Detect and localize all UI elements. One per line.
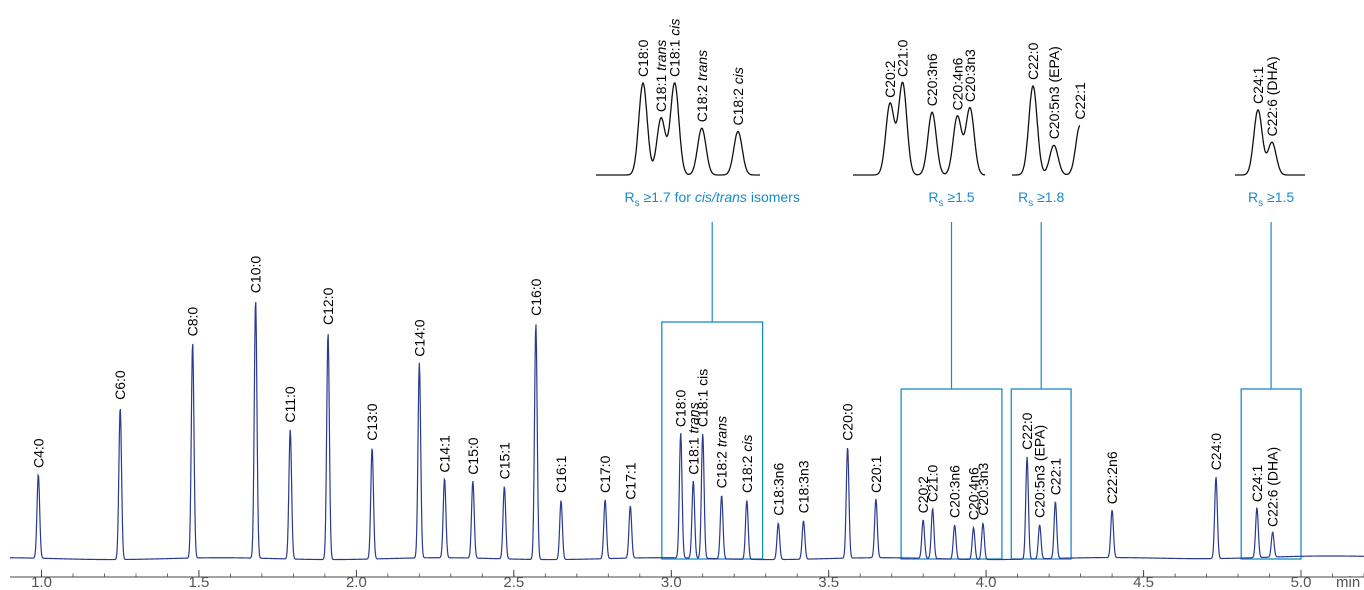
peak-label-c18-2-cis: C18:2 cis — [739, 435, 755, 493]
inset-label-c18-0: C18:0 — [635, 39, 651, 77]
peak-label-c18-3n6: C18:3n6 — [770, 463, 786, 516]
inset-label-c24-1: C24:1 — [1250, 66, 1266, 104]
peak-label-c20-1: C20:1 — [868, 455, 884, 493]
x-tick-label: 4.0 — [976, 574, 997, 590]
resolution-label-c24: Rs ≥1.5 — [1248, 189, 1294, 209]
peak-label-c17-1: C17:1 — [622, 462, 638, 500]
peak-label-c22-0: C22:0 — [1019, 412, 1035, 450]
inset-trace-c20 — [853, 81, 986, 176]
peak-label-c20-4n6: C20:4n6 — [966, 467, 982, 520]
peak-label-c20-2: C20:2 — [915, 476, 931, 514]
peak-label-c18-1-cis: C18:1 cis — [695, 369, 711, 427]
inset-label-c18-2-cis: C18:2 cis — [730, 67, 746, 125]
peak-label-c22-2n6: C22:2n6 — [1104, 451, 1120, 504]
peak-label-c15-1: C15:1 — [496, 442, 512, 480]
callout-c22: C22:0 C20:5n3 (EPA) C22:1Rs ≥1.8 — [1010, 42, 1088, 560]
x-tick-label: 3.5 — [818, 574, 839, 590]
x-tick-label: 1.5 — [188, 574, 209, 590]
peak-label-c24-1: C24:1 — [1249, 465, 1265, 503]
peak-label-c4-0: C4:0 — [30, 438, 46, 468]
peak-label-c20-5n3-epa: C20:5n3 (EPA) — [1032, 425, 1048, 518]
inset-trace-c18 — [596, 81, 760, 176]
inset-trace-c22 — [1012, 85, 1081, 176]
peak-label-layer: C4:0 C6:0 C8:0 C10:0 C11:0 C12:0 C13:0 C14:0 C14… — [30, 256, 1280, 527]
inset-label-c20-3n6: C20:3n6 — [924, 53, 940, 106]
inset-label-c20-2: C20:2 — [882, 60, 898, 98]
peak-label-c22-1: C22:1 — [1047, 458, 1063, 496]
inset-trace-c24 — [1235, 109, 1305, 176]
x-axis: 1.0 1.5 2.0 2.5 3.0 3.5 4.0 4.5 5.0 min — [10, 570, 1364, 590]
peak-label-c11-0: C11:0 — [282, 386, 298, 423]
peak-label-c16-1: C16:1 — [553, 455, 569, 493]
peak-label-c15-0: C15:0 — [465, 437, 481, 475]
peak-label-c18-0: C18:0 — [673, 390, 689, 428]
resolution-label-c18: Rs ≥1.7 for cis/trans isomers — [625, 189, 800, 209]
peak-label-c18-1-trans: C18:1 trans — [685, 402, 701, 474]
peak-label-c21-0: C21:0 — [925, 465, 941, 503]
inset-label-c18-1-cis: C18:1 cis — [667, 19, 683, 77]
inset-label-c22-0: C22:0 — [1025, 42, 1041, 80]
peak-label-c16-0: C16:0 — [528, 278, 544, 316]
x-tick-label: 2.0 — [346, 574, 367, 590]
peak-label-c20-0: C20:0 — [840, 403, 856, 441]
peak-label-c6-0: C6:0 — [112, 370, 128, 400]
peak-label-c17-0: C17:0 — [597, 455, 613, 493]
peak-label-c18-3n3: C18:3n3 — [796, 460, 812, 513]
peak-label-c20-3n3: C20:3n3 — [975, 463, 991, 516]
inset-label-c18-1-trans: C18:1 trans — [653, 40, 669, 112]
inset-label-c20-3n3: C20:3n3 — [962, 49, 978, 102]
inset-label-c18-2-trans: C18:2 trans — [694, 50, 710, 122]
resolution-label-c20: Rs ≥1.5 — [928, 189, 974, 209]
x-unit-label: min — [1336, 574, 1360, 590]
peak-label-c22-6-dha: C22:6 (DHA) — [1265, 447, 1281, 527]
inset-label-c21-0: C21:0 — [895, 39, 911, 77]
inset-label-c22-1: C22:1 — [1072, 82, 1088, 120]
peak-label-c10-0: C10:0 — [248, 256, 264, 294]
inset-label-c22-6-dha: C22:6 (DHA) — [1264, 56, 1280, 136]
inset-label-c20-4n6: C20:4n6 — [949, 57, 965, 110]
peak-label-c8-0: C8:0 — [185, 307, 201, 337]
x-tick-label: 2.5 — [503, 574, 524, 590]
x-tick-label: 3.0 — [661, 574, 682, 590]
peak-label-c24-0: C24:0 — [1208, 433, 1224, 471]
peak-label-c14-1: C14:1 — [437, 435, 453, 473]
peak-label-c20-3n6: C20:3n6 — [947, 465, 963, 518]
peak-label-c18-2-trans: C18:2 trans — [714, 416, 730, 488]
x-tick-label: 1.0 — [31, 574, 52, 590]
x-tick-label: 4.5 — [1133, 574, 1154, 590]
x-tick-label: 5.0 — [1291, 574, 1312, 590]
chromatogram-trace — [10, 302, 1364, 561]
peak-label-c14-0: C14:0 — [411, 319, 427, 357]
peak-label-c13-0: C13:0 — [364, 403, 380, 441]
inset-label-c20-5n3-epa: C20:5n3 (EPA) — [1046, 46, 1062, 139]
peak-label-c12-0: C12:0 — [320, 287, 336, 325]
resolution-label-c22: Rs ≥1.8 — [1018, 189, 1064, 209]
